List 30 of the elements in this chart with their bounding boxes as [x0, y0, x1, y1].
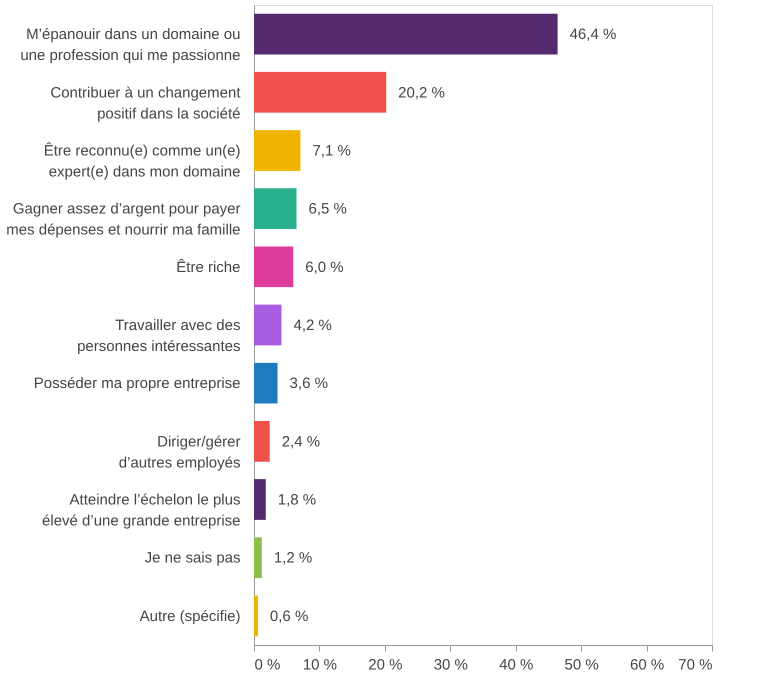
- data-label: 20,2 %: [398, 84, 445, 102]
- data-label: 1,8 %: [278, 492, 316, 509]
- data-label: 2,4 %: [282, 433, 320, 450]
- data-label: 46,4 %: [570, 26, 616, 44]
- x-tick-label: 0 %: [254, 656, 280, 674]
- y-tick-label: Travailler avec des personnes intéressantes: [77, 317, 240, 355]
- x-tick-label: 40 %: [499, 656, 534, 674]
- data-label: 3,6 %: [290, 375, 328, 392]
- y-tick-label: Gagner assez d’argent pour payer mes dépenses et nourrir ma famille: [6, 200, 240, 239]
- y-tick-label: Être riche: [176, 258, 240, 276]
- x-tick-label: 30 %: [434, 656, 468, 674]
- data-label: 6,0 %: [305, 258, 344, 276]
- data-label: 4,2 %: [293, 317, 332, 334]
- x-tick-label: 60 %: [630, 656, 664, 674]
- y-tick-label: Contribuer à un changement positif dans la société: [50, 84, 242, 122]
- y-tick-label: Je ne sais pas: [144, 550, 240, 567]
- data-label: 7,1 %: [312, 142, 351, 160]
- data-label: 6,5 %: [308, 200, 347, 218]
- x-tick-label: 70 %: [678, 656, 712, 674]
- x-tick-label: 20 %: [368, 656, 402, 674]
- y-tick-label: Atteindre l’échelon le plus élevé d’une grande entreprise: [42, 492, 240, 530]
- y-tick-label: Être reconnu(e) comme un(e) expert(e) dans mon domaine: [44, 141, 240, 180]
- y-tick-label: Posséder ma propre entreprise: [34, 375, 240, 392]
- data-label: 1,2 %: [274, 550, 312, 567]
- y-tick-label: Diriger/gérer d’autres employés: [118, 433, 240, 472]
- x-tick-label: 50 %: [564, 656, 599, 674]
- y-tick-label: Autre (spécifie): [140, 608, 240, 625]
- data-label: 0,6 %: [270, 608, 308, 625]
- y-tick-label: M’épanouir dans un domaine ou une profession qui me passionne: [20, 26, 240, 64]
- x-tick-label: 10 %: [302, 656, 338, 674]
